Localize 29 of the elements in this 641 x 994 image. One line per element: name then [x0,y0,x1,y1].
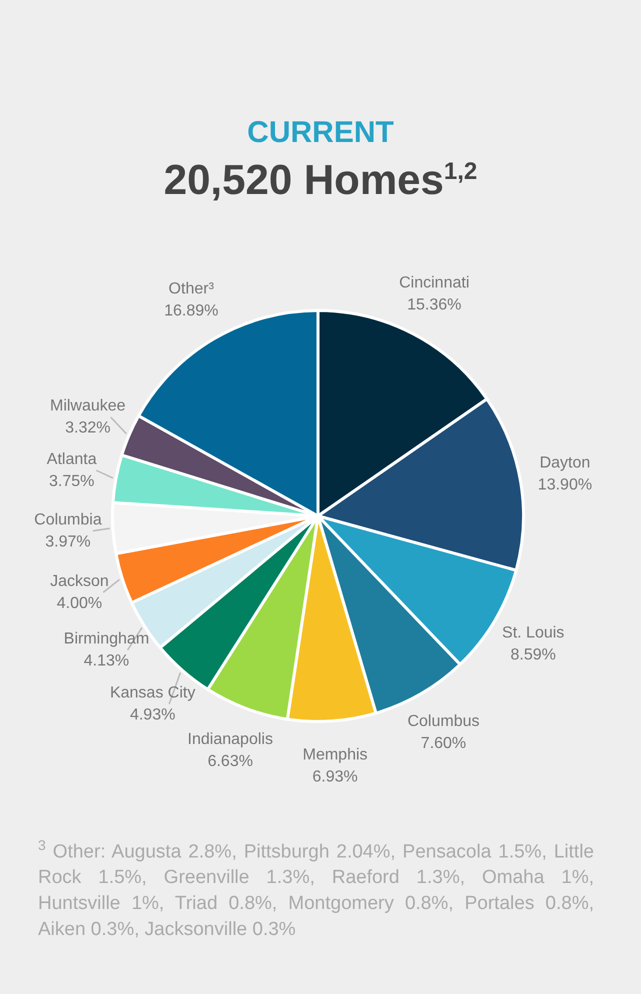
chart-subtitle: 20,520 Homes$^{1,2}$ [162,156,478,204]
chart-title: CURRENT [246,116,395,150]
slice-label: Memphis [302,746,368,764]
data-label: 6.93% [312,768,358,786]
data-label: 3.75% [49,472,94,490]
slice-label: Birmingham [64,630,150,648]
data-label: 3.32% [65,420,110,437]
slice-label: Cincinnati [399,274,470,292]
data-label: 4.93% [130,706,176,724]
data-label: 6.63% [208,753,253,770]
slice-label: Other³ [168,280,215,298]
text: $^{3}$ Other: Augusta 2.8%, Pittsburgh 2.04%, Pensacola 1.5%, Little Rock 1.5%, Greenville 1.3%, Raeford 1.3%, Omaha 1%, Huntsville 1%, Triad 0.8%, Montgomery 0.8%, Portales 0.8%, Aiken 0.3%, Jacksonville 0.3% [38,836,594,942]
data-label: 3.97% [45,533,91,550]
slice-label: Kansas City [110,684,196,702]
slice-label: St. Louis [502,624,564,642]
slice-label: Milwaukee [50,398,126,415]
data-label: 7.60% [420,735,466,752]
data-label: 4.13% [84,652,130,670]
data-label: 16.89% [164,302,218,320]
slice-label: Atlanta [46,450,97,468]
slice-label: Dayton [540,454,590,472]
slice-label: Indianapolis [188,731,273,748]
data-label: 13.90% [538,476,592,494]
slice-label: Jackson [50,572,109,590]
data-label: 15.36% [407,296,462,314]
slice-label: Columbus [407,713,480,730]
data-label: 4.00% [56,594,102,612]
data-label: 8.59% [510,646,556,664]
slice-label: Columbia [34,511,102,528]
